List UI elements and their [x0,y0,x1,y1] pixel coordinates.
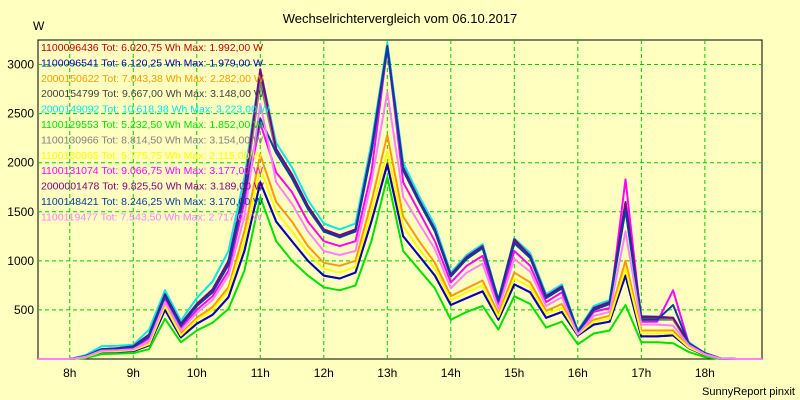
x-tick-label: 16h [568,366,588,380]
y-tick-label: 1500 [7,205,34,219]
x-tick-label: 10h [187,366,207,380]
plot-area [37,39,763,360]
legend-entry: 1100131074 Tot: 9.066,75 Wh Max: 3.177,0… [41,165,263,177]
legend-entry: 1100130065 Tot: 5.775,75 Wh Max: 2.115,0… [41,150,262,162]
legend-entry: 2000154799 Tot: 9.667,00 Wh Max: 3.148,0… [41,88,264,100]
legend-entry: 1100096436 Tot: 6.020,75 Wh Max: 1.992,0… [41,42,263,54]
chart-title: Wechselrichtervergleich vom 06.10.2017 [283,11,518,26]
legend-entry: 2000149092 Tot: 10.618,38 Wh Max: 3.223,… [41,104,270,116]
x-tick-label: 9h [127,366,140,380]
series-line-5 [38,176,762,360]
y-tick-label: 2000 [7,156,34,170]
y-tick-label: 500 [14,303,34,317]
x-tick-label: 11h [251,366,270,380]
legend-entry: 1100129553 Tot: 5.232,50 Wh Max: 1.852,0… [41,119,263,131]
x-tick-label: 17h [631,366,651,380]
legend-entry: 1100119477 Tot: 7.543,50 Wh Max: 2.717,0… [41,211,262,223]
x-axis: 8h 9h 10h 11h 12h 13h 14h 15h 16h 17h 18h [63,366,715,380]
legend: 1100096436 Tot: 6.020,75 Wh Max: 1.992,0… [41,42,270,223]
y-tick-label: 2500 [7,107,34,121]
legend-entry: 1100096541 Tot: 6.120,25 Wh Max: 1.979,0… [41,57,263,69]
y-tick-label: 3000 [7,58,34,72]
series-line-7 [38,150,762,360]
legend-entry: 1100130966 Tot: 8.814,50 Wh Max: 3.154,0… [41,134,263,146]
x-tick-label: 8h [63,366,76,380]
series-line-11 [38,91,762,360]
legend-entry: 2000001478 Tot: 9.825,50 Wh Max: 3.189,0… [41,181,264,193]
y-tick-label: 1000 [7,254,34,268]
x-tick-label: 15h [504,366,524,380]
x-tick-label: 18h [695,366,715,380]
x-tick-label: 13h [377,366,397,380]
legend-entry: 2000150622 Tot: 7.043,38 Wh Max: 2.282,0… [41,73,264,85]
series-line-10 [38,46,762,360]
x-tick-label: 12h [314,366,334,380]
x-tick-label: 14h [441,366,461,380]
series-line-1 [38,163,762,360]
y-axis: 500 1000 1500 2000 2500 3000 [7,58,34,317]
footer-credit: SunnyReport pinxit [702,386,795,398]
y-axis-label: W [33,19,45,33]
legend-entry: 1100148421 Tot: 8.246,25 Wh Max: 3.170,0… [41,196,263,208]
series-layer [38,41,762,360]
